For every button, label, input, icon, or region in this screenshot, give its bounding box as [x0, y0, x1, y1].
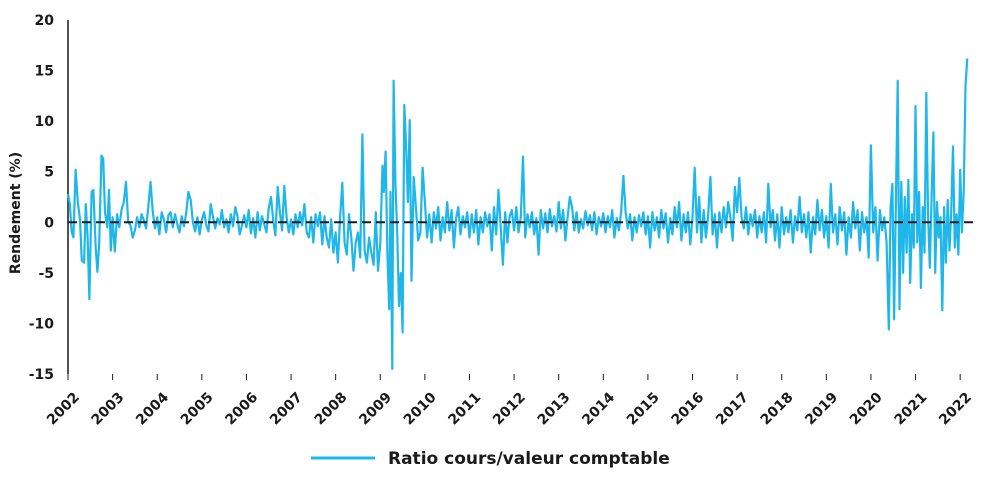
x-tick-label: 2002 [44, 390, 83, 429]
y-tick-label: -5 [38, 266, 54, 282]
legend-label: Ratio cours/valeur comptable [388, 449, 670, 469]
y-tick-label: 10 [35, 114, 55, 130]
x-tick-label: 2005 [178, 390, 217, 429]
y-tick-label: 0 [44, 215, 54, 231]
x-tick-label: 2006 [222, 390, 261, 429]
x-tick-label: 2015 [624, 390, 663, 429]
y-tick-label: 5 [44, 165, 54, 181]
x-tick-label: 2004 [133, 389, 172, 428]
x-tick-label: 2022 [936, 390, 975, 429]
x-axis: 2002 2003 2004 2005 2006 2007 2008 2009 2010 2011… [44, 374, 975, 428]
x-tick-label: 2011 [445, 390, 484, 429]
series-line [66, 58, 969, 370]
x-tick-label: 2008 [312, 390, 351, 429]
x-tick-label: 2017 [713, 390, 752, 429]
x-tick-label: 2016 [668, 390, 707, 429]
x-tick-label: 2003 [89, 390, 128, 429]
x-tick-label: 2021 [892, 390, 931, 429]
x-tick-label: 2018 [758, 390, 797, 429]
y-tick-label: -15 [29, 367, 54, 383]
y-axis-title: Rendement (%) [8, 152, 24, 274]
x-tick-label: 2020 [847, 389, 886, 428]
legend: Ratio cours/valeur comptable [311, 449, 670, 469]
x-tick-label: 2012 [490, 390, 529, 429]
x-tick-label: 2013 [535, 390, 574, 429]
x-tick-label: 2007 [267, 390, 306, 429]
x-tick-label: 2019 [802, 390, 841, 429]
y-axis: -15 -10 -5 0 5 10 15 20 [29, 13, 69, 383]
y-tick-label: -10 [29, 316, 55, 332]
x-tick-label: 2014 [579, 389, 618, 428]
y-tick-label: 15 [35, 64, 54, 80]
x-tick-label: 2010 [401, 389, 440, 428]
y-tick-label: 20 [35, 13, 55, 29]
x-tick-label: 2009 [356, 390, 395, 429]
plot-area [66, 58, 978, 370]
